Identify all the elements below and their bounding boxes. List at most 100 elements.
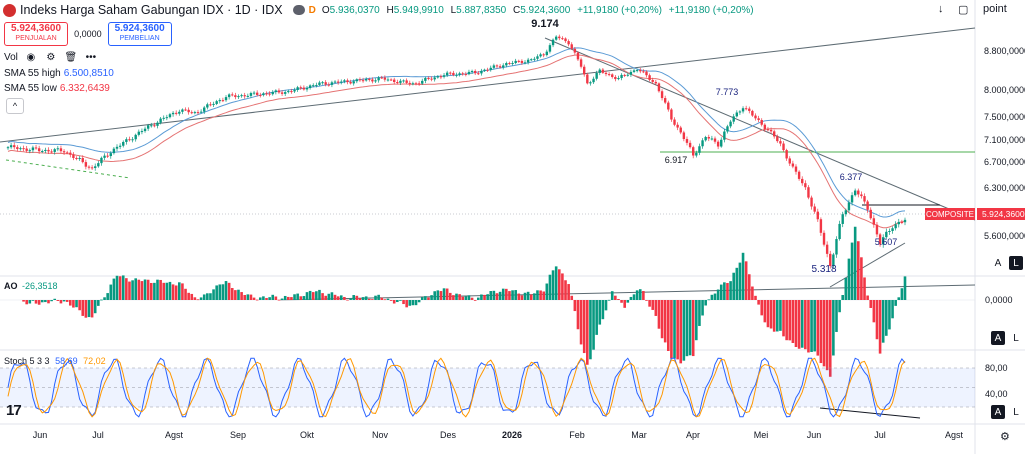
buy-button[interactable]: 5.924,3600 PEMBELIAN	[107, 22, 172, 46]
ao-bar	[268, 297, 271, 300]
candle-body	[523, 62, 527, 64]
ao-bar	[698, 300, 701, 326]
candle-body	[405, 80, 408, 83]
candle-body	[729, 121, 732, 127]
ao-log-button[interactable]: L	[1013, 332, 1019, 344]
candle-body	[41, 150, 44, 152]
ao-bar	[290, 297, 293, 300]
stoch-k-line	[7, 357, 906, 418]
ao-auto-button[interactable]: A	[991, 331, 1005, 345]
candle-body	[439, 76, 443, 78]
log-scale-button[interactable]: L	[1009, 256, 1023, 270]
candle-body	[551, 39, 555, 46]
eye-icon[interactable]: ◉	[26, 51, 36, 63]
ao-bar	[31, 300, 35, 301]
candle-body	[402, 80, 405, 82]
candle-body	[847, 202, 851, 211]
stoch-log-button[interactable]: L	[1013, 406, 1019, 418]
screenshot-icon[interactable]: ▢	[958, 4, 969, 16]
stoch-d-line	[7, 357, 906, 418]
candles[interactable]	[6, 34, 907, 269]
ao-bar	[408, 300, 412, 306]
ao-bar	[324, 295, 327, 300]
settings-gear-icon[interactable]: ⚙	[1000, 431, 1010, 443]
ao-bar	[237, 289, 240, 300]
candle-body	[788, 158, 791, 164]
ao-bar	[181, 283, 184, 300]
ao-bar	[352, 295, 356, 300]
more-icon[interactable]: •••	[85, 51, 97, 63]
ao-bar	[878, 300, 882, 354]
candle-body	[617, 78, 620, 80]
delete-icon[interactable]: 🗑	[64, 51, 78, 63]
ao-bar	[828, 300, 832, 377]
ao-bar	[212, 289, 215, 300]
ao-bar	[287, 296, 290, 300]
sma-low-legend[interactable]: SMA 55 low 6.332,6439	[4, 83, 110, 94]
ao-legend[interactable]: AO -26,3518	[4, 281, 58, 291]
candle-body	[483, 69, 486, 71]
ao-bar	[508, 291, 511, 300]
candle-body	[103, 155, 106, 158]
candle-body	[44, 149, 47, 151]
ao-bar	[190, 293, 194, 300]
ao-bar	[28, 300, 32, 304]
scale-label[interactable]: point	[983, 3, 1007, 15]
symbol-title[interactable]: Indeks Harga Saham Gabungan IDX · 1D · I…	[20, 3, 283, 17]
candle-body	[891, 228, 894, 232]
ao-bar	[523, 292, 527, 300]
candle-body	[433, 77, 436, 80]
candle-body	[520, 60, 524, 63]
ao-bar	[209, 293, 212, 300]
ao-bar	[673, 300, 676, 359]
sma-high-legend[interactable]: SMA 55 high 6.500,8510	[4, 68, 114, 79]
ao-bar	[59, 300, 63, 304]
scroll-down-icon[interactable]: ↓	[938, 3, 944, 15]
candle-body	[505, 63, 508, 66]
ao-bar	[726, 283, 729, 300]
candle-body	[548, 45, 552, 52]
sell-button[interactable]: 5.924,3600 PENJUALAN	[4, 22, 69, 46]
candle-body	[122, 141, 125, 146]
ao-bar	[271, 294, 275, 300]
stoch-auto-button[interactable]: A	[991, 405, 1005, 419]
candle-body	[776, 136, 779, 142]
collapse-chevron-icon[interactable]: ^	[6, 98, 24, 114]
toggle-icon[interactable]	[292, 5, 305, 15]
candle-body	[259, 94, 262, 96]
ao-bar	[847, 258, 851, 300]
ao-bar	[243, 294, 247, 300]
time-tick-label: Jul	[92, 430, 104, 440]
candle-body	[84, 162, 88, 167]
candle-body	[807, 187, 810, 198]
candle-body	[336, 81, 340, 83]
candle-body	[430, 78, 433, 80]
stoch-pane[interactable]	[0, 357, 975, 418]
candle-body	[196, 112, 200, 114]
auto-scale-button[interactable]: A	[994, 257, 1002, 269]
trendlines[interactable]	[0, 27, 976, 419]
ao-bar	[40, 300, 44, 303]
candle-body	[159, 118, 162, 123]
ao-bar	[156, 279, 159, 300]
ao-bar	[262, 296, 265, 300]
time-tick-label: Jul	[874, 430, 886, 440]
ao-bar	[797, 300, 801, 349]
candle-body	[417, 83, 421, 85]
candle-body	[349, 82, 352, 84]
settings-icon[interactable]: ⚙	[46, 51, 56, 63]
candle-body	[187, 109, 190, 113]
ao-pane[interactable]	[0, 226, 975, 377]
candle-body	[769, 129, 773, 132]
stoch-legend[interactable]: Stoch 5 3 3 58,69 72,02	[4, 356, 106, 366]
candle-body	[218, 100, 221, 102]
ao-bar	[626, 300, 630, 303]
price-tick-label: 6.700,0000	[984, 157, 1025, 167]
candle-body	[735, 112, 739, 117]
candle-body	[140, 131, 144, 133]
candle-body	[411, 83, 415, 85]
candle-body	[772, 131, 776, 137]
candle-body	[75, 157, 78, 159]
ao-bar	[100, 299, 103, 301]
